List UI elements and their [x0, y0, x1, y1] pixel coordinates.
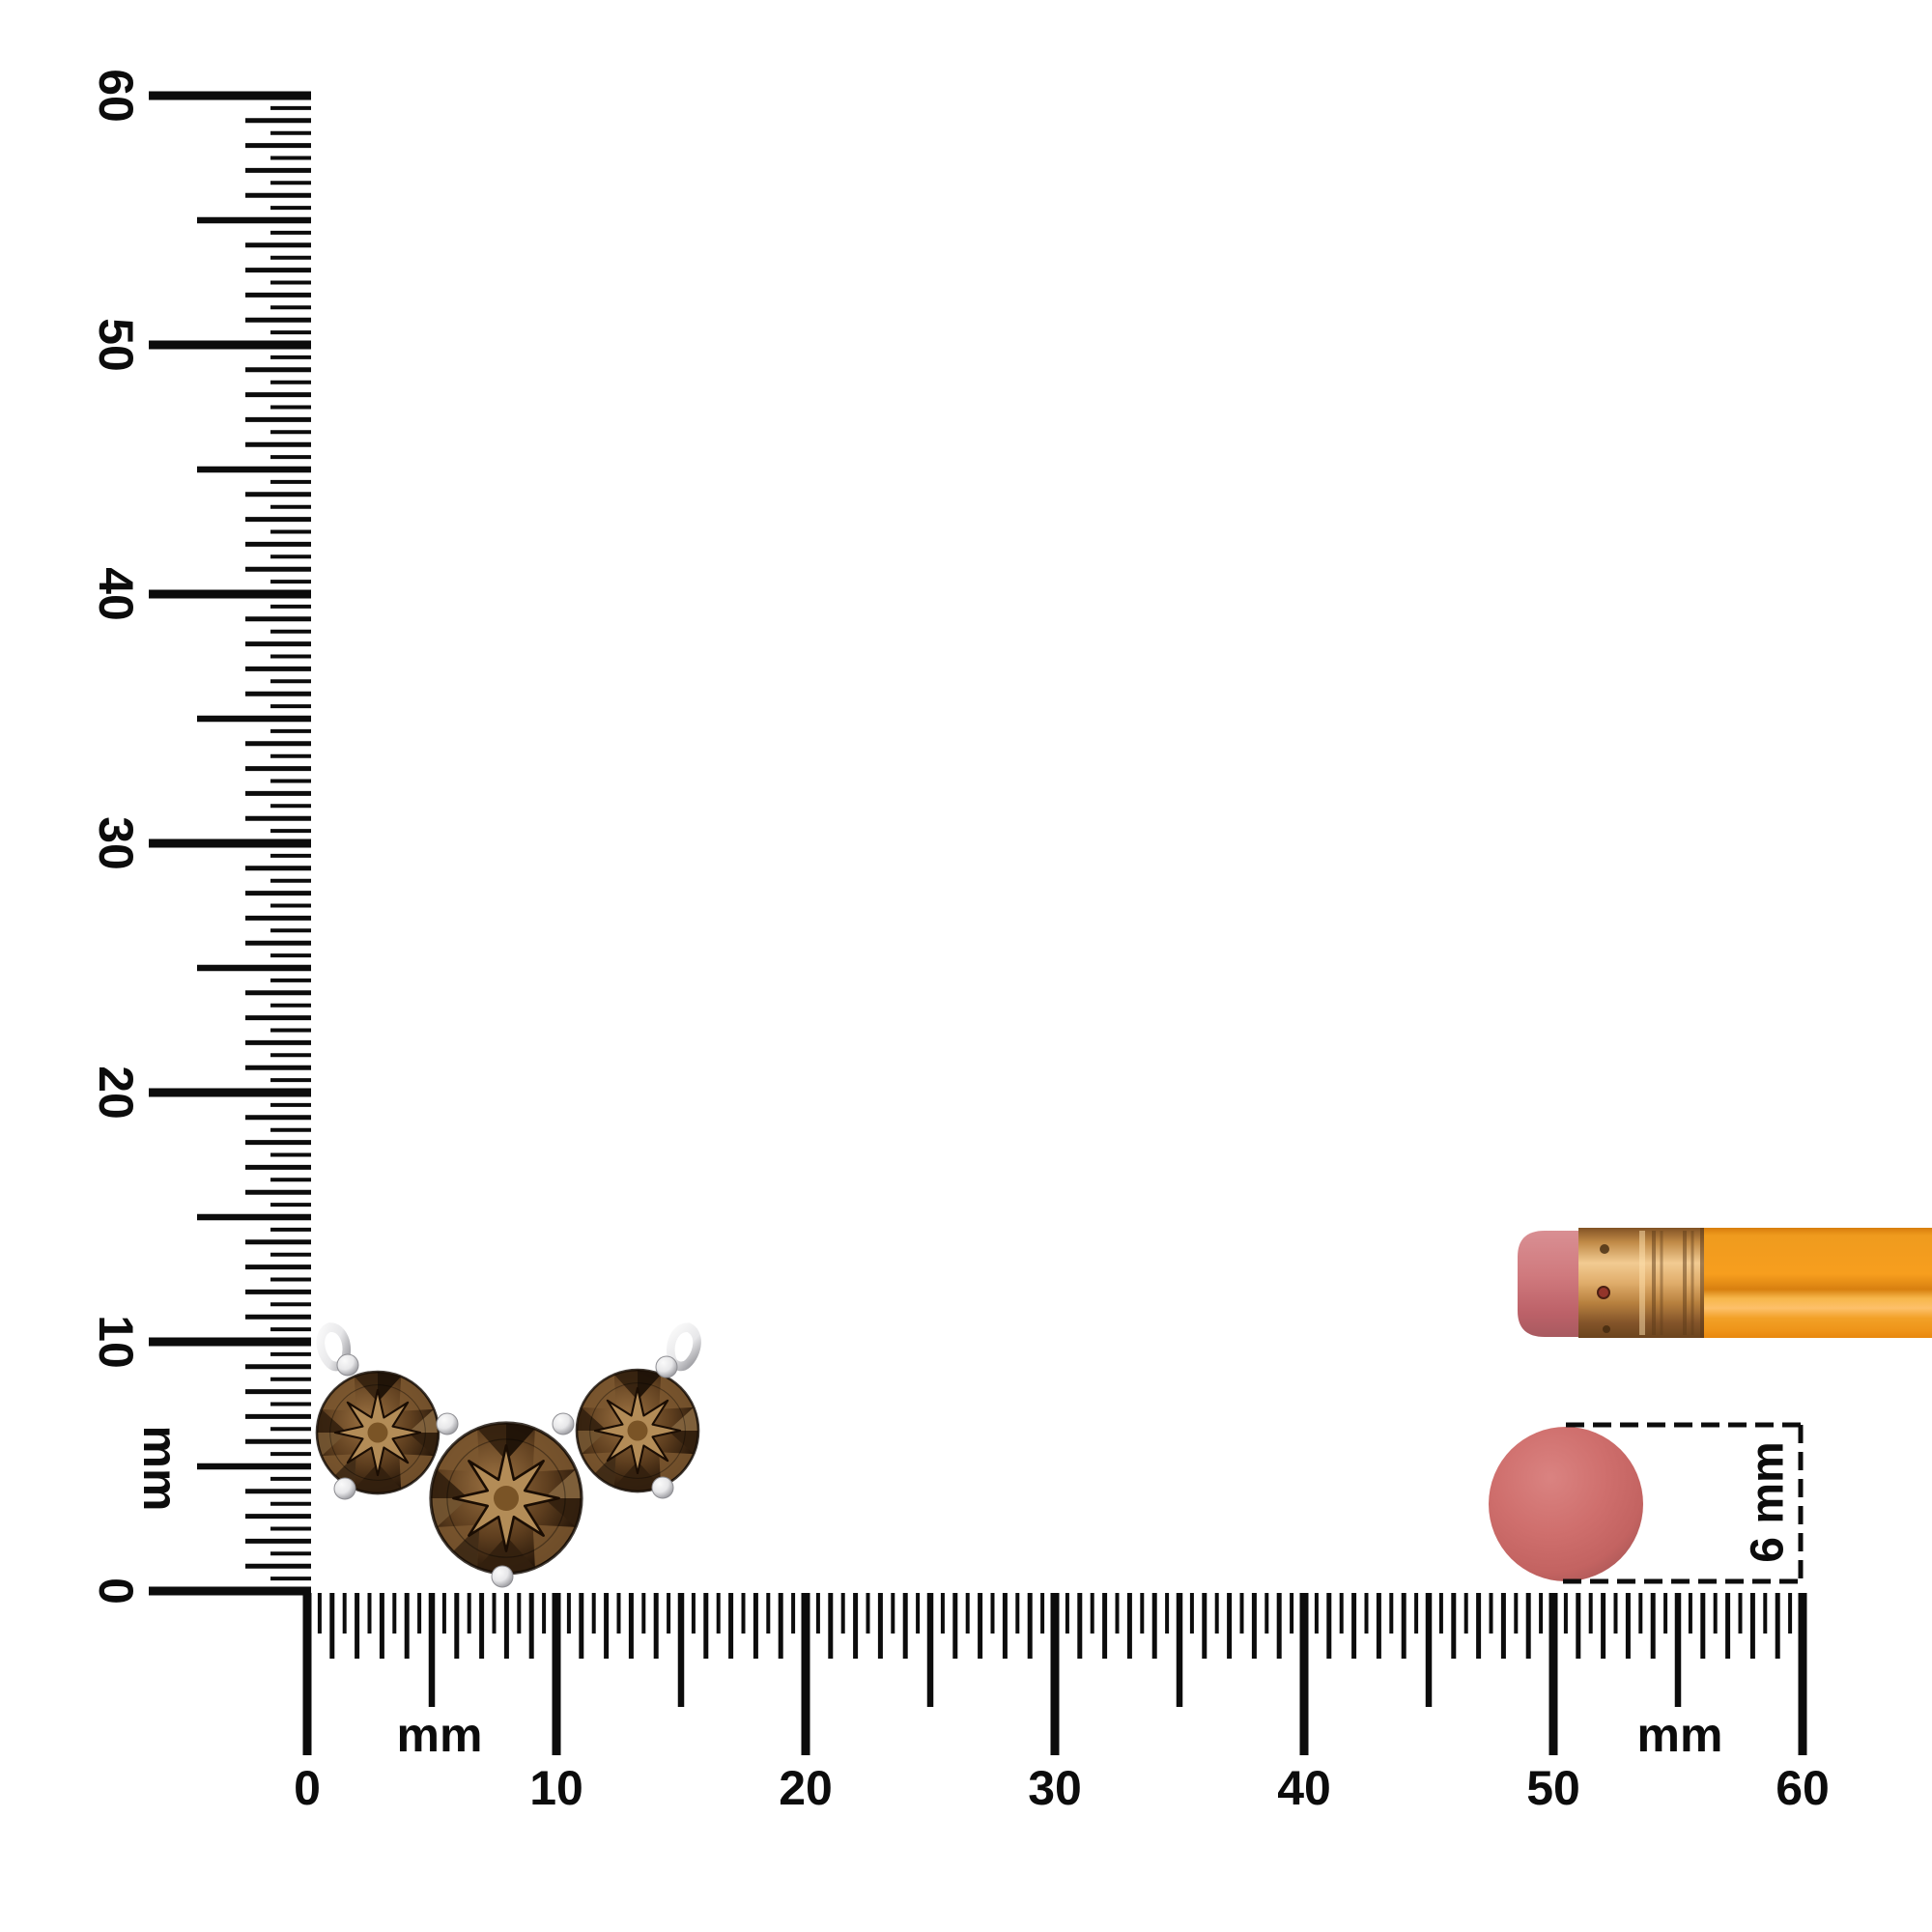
horizontal-ruler-unit-label-right: mm: [1637, 1708, 1723, 1762]
prong-ball: [336, 1353, 359, 1377]
prong-ball: [655, 1355, 678, 1378]
ferrule-rivet: [1603, 1325, 1610, 1333]
prong-ball: [491, 1565, 514, 1588]
v-ruler-number: 10: [89, 1315, 143, 1369]
h-ruler-number: 50: [1526, 1761, 1580, 1815]
v-ruler-number: 60: [89, 69, 143, 123]
h-ruler-number: 30: [1028, 1761, 1082, 1815]
vertical-ruler: [149, 91, 311, 1596]
prong-ball: [333, 1477, 356, 1500]
pencil-body: [1704, 1228, 1932, 1338]
ferrule-rivet: [1600, 1244, 1609, 1254]
measurement-bracket: [1563, 1422, 1804, 1584]
pencil: [1518, 1228, 1932, 1338]
gem-right: [575, 1368, 700, 1493]
measurement-label: 6 mm: [1743, 1441, 1794, 1562]
prong-ball: [651, 1476, 674, 1499]
gem-left: [315, 1370, 440, 1495]
h-ruler-number: 60: [1776, 1761, 1830, 1815]
horizontal-ruler-unit-label-left: mm: [397, 1708, 483, 1762]
pencil-eraser: [1518, 1231, 1578, 1337]
horizontal-ruler: [302, 1593, 1807, 1755]
gem-center: [429, 1421, 583, 1576]
ferrule-edge: [1700, 1228, 1705, 1338]
h-ruler-number: 0: [294, 1761, 321, 1815]
eraser-end-disc: [1489, 1427, 1643, 1581]
horizontal-ruler-labels: 0 10 20 30 40 50 60: [294, 1761, 1830, 1815]
v-ruler-number: 30: [89, 816, 143, 870]
v-ruler-number: 40: [89, 567, 143, 621]
v-ruler-number: 0: [89, 1577, 143, 1605]
h-ruler-number: 20: [779, 1761, 833, 1815]
gem-pendant: [315, 1324, 700, 1588]
prong-ball: [552, 1412, 575, 1435]
v-ruler-number: 50: [89, 318, 143, 372]
vertical-ruler-labels: 0 10 20 30 40 50 60: [89, 69, 143, 1605]
h-ruler-number: 10: [529, 1761, 583, 1815]
prong-ball: [436, 1412, 459, 1435]
vertical-ruler-unit-label: mm: [133, 1426, 187, 1512]
h-ruler-number: 40: [1277, 1761, 1331, 1815]
ferrule-rivet: [1597, 1286, 1610, 1299]
v-ruler-number: 20: [89, 1065, 143, 1120]
